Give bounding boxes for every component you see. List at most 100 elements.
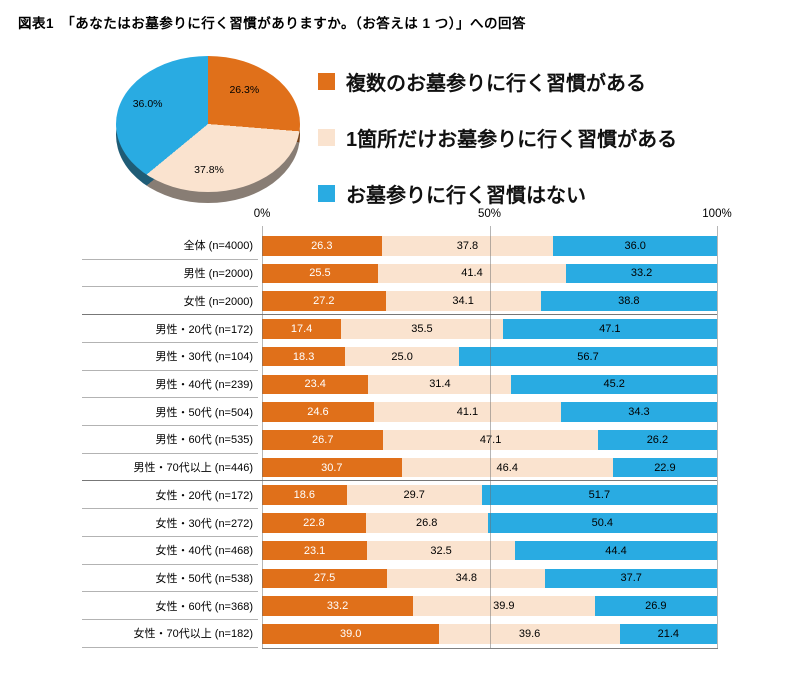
stacked-bar: 23.1 32.5 44.4 — [262, 540, 717, 561]
row-label: 男性・30代 (n=104) — [82, 343, 258, 371]
row-label: 女性・30代 (n=272) — [82, 509, 258, 537]
stacked-bar: 26.7 47.1 26.2 — [262, 430, 717, 450]
row-label: 女性・50代 (n=538) — [82, 565, 258, 593]
bar-segment: 46.4 — [401, 457, 613, 478]
bar-segment: 26.2 — [597, 430, 717, 450]
bar-segment: 27.2 — [262, 291, 386, 311]
legend-label: 複数のお墓参りに行く習慣がある — [346, 73, 646, 95]
bar-segment: 41.4 — [377, 263, 567, 284]
legend-item: お墓参りに行く習慣はない — [318, 182, 677, 207]
bar-segment: 37.8 — [381, 236, 554, 256]
stacked-bar: 27.5 34.8 37.7 — [262, 568, 717, 589]
bar-segment: 34.8 — [387, 568, 546, 589]
row-label: 男性・70代以上 (n=446) — [82, 454, 258, 482]
stacked-bar: 33.2 39.9 26.9 — [262, 596, 717, 616]
x-axis-ticks: 0% 50% 100% — [254, 208, 732, 224]
bar-segment: 22.9 — [612, 457, 717, 478]
row-label: 男性・60代 (n=535) — [82, 426, 258, 454]
stacked-bar: 18.3 25.0 56.7 — [262, 346, 717, 367]
pie-surface — [116, 56, 300, 192]
bar-rows: 全体 (n=4000) 26.3 37.8 36.0 男性 (n=2000) 25.5 41… — [0, 232, 810, 648]
bar-segment: 45.2 — [511, 374, 717, 395]
pie-chart: 26.3% 37.8% 36.0% — [116, 56, 302, 212]
bar-segment: 41.1 — [373, 402, 561, 422]
bar-segment: 31.4 — [368, 374, 512, 395]
bar-segment: 50.4 — [487, 513, 717, 533]
bar-segment: 21.4 — [619, 624, 718, 644]
bar-row: 男性・50代 (n=504) 24.6 41.1 34.3 — [0, 398, 810, 427]
stacked-bar: 23.4 31.4 45.2 — [262, 374, 717, 395]
bar-segment: 26.7 — [262, 430, 384, 450]
row-label: 男性 (n=2000) — [82, 260, 258, 288]
legend-swatch — [318, 185, 335, 202]
bar-row: 女性 (n=2000) 27.2 34.1 38.8 — [0, 287, 810, 316]
pie-slice-label: 37.8% — [194, 163, 224, 176]
row-label: 女性・70代以上 (n=182) — [82, 620, 258, 648]
row-label: 女性・60代 (n=368) — [82, 592, 258, 621]
row-label: 女性・40代 (n=468) — [82, 537, 258, 565]
bar-segment: 47.1 — [383, 430, 598, 450]
bar-row: 男性 (n=2000) 25.5 41.4 33.2 — [0, 260, 810, 288]
x-axis-tick: 50% — [477, 208, 502, 220]
row-label: 女性 (n=2000) — [82, 287, 258, 316]
x-axis-tick: 100% — [702, 208, 732, 220]
bar-segment: 33.2 — [566, 263, 717, 284]
bar-segment: 32.5 — [367, 540, 515, 561]
bar-segment: 34.1 — [385, 291, 541, 311]
bar-segment: 18.6 — [262, 485, 347, 505]
gridline — [717, 226, 718, 648]
bar-segment: 18.3 — [262, 346, 346, 367]
bar-segment: 51.7 — [481, 485, 717, 505]
stacked-bar: 24.6 41.1 34.3 — [262, 402, 717, 422]
bar-segment: 34.3 — [560, 402, 717, 422]
bar-segment: 17.4 — [262, 319, 342, 339]
bar-segment: 26.9 — [594, 596, 717, 616]
bar-segment: 30.7 — [262, 457, 402, 478]
row-label: 女性・20代 (n=172) — [82, 481, 258, 510]
bar-segment: 38.8 — [540, 291, 717, 311]
stacked-bar: 26.3 37.8 36.0 — [262, 236, 717, 256]
row-label: 全体 (n=4000) — [82, 232, 258, 260]
legend-swatch — [318, 73, 335, 90]
bar-row: 女性・50代 (n=538) 27.5 34.8 37.7 — [0, 565, 810, 593]
bar-row: 女性・60代 (n=368) 33.2 39.9 26.9 — [0, 592, 810, 621]
bar-segment: 22.8 — [262, 513, 366, 533]
bar-row: 全体 (n=4000) 26.3 37.8 36.0 — [0, 232, 810, 260]
bar-row: 女性・70代以上 (n=182) 39.0 39.6 21.4 — [0, 620, 810, 648]
bar-segment: 24.6 — [262, 402, 374, 422]
bar-row: 男性・30代 (n=104) 18.3 25.0 56.7 — [0, 343, 810, 371]
row-label: 男性・40代 (n=239) — [82, 371, 258, 399]
legend-label: お墓参りに行く習慣はない — [346, 185, 586, 207]
row-label: 男性・50代 (n=504) — [82, 398, 258, 427]
bar-segment: 37.7 — [545, 568, 717, 589]
legend-label: 1箇所だけお墓参りに行く習慣がある — [346, 129, 678, 151]
stacked-bar: 25.5 41.4 33.2 — [262, 263, 717, 284]
bar-segment: 36.0 — [553, 236, 717, 256]
stacked-bar: 18.6 29.7 51.7 — [262, 485, 717, 505]
legend-item: 複数のお墓参りに行く習慣がある — [318, 70, 677, 95]
stacked-bar: 17.4 35.5 47.1 — [262, 319, 718, 339]
gridline — [489, 226, 491, 648]
bar-row: 女性・20代 (n=172) 18.6 29.7 51.7 — [0, 481, 810, 510]
bar-segment: 26.8 — [365, 513, 488, 533]
bar-segment: 26.3 — [262, 236, 382, 256]
pie-slice-label: 26.3% — [229, 84, 260, 97]
x-axis-line — [262, 648, 718, 649]
figure-title: 図表1 「あなたはお墓参りに行く習慣がありますか。（お答えは 1 つ）」への回答 — [18, 16, 526, 31]
bar-segment: 56.7 — [459, 346, 717, 367]
legend: 複数のお墓参りに行く習慣がある 1箇所だけお墓参りに行く習慣がある お墓参りに行く習… — [318, 70, 678, 207]
row-label: 男性・20代 (n=172) — [82, 315, 258, 343]
bar-segment: 25.0 — [345, 346, 460, 367]
bar-segment: 23.4 — [262, 374, 369, 395]
stacked-bar: 22.8 26.8 50.4 — [262, 513, 717, 533]
bar-row: 女性・40代 (n=468) 23.1 32.5 44.4 — [0, 537, 810, 565]
bar-segment: 44.4 — [514, 540, 717, 561]
stacked-bar: 27.2 34.1 38.8 — [262, 291, 717, 311]
bar-segment: 39.6 — [439, 624, 620, 644]
bar-segment: 39.9 — [413, 596, 595, 616]
bar-row: 男性・60代 (n=535) 26.7 47.1 26.2 — [0, 426, 810, 454]
x-axis-tick: 0% — [253, 208, 271, 220]
bar-row: 男性・70代以上 (n=446) 30.7 46.4 22.9 — [0, 454, 810, 482]
bar-segment: 25.5 — [262, 263, 378, 284]
